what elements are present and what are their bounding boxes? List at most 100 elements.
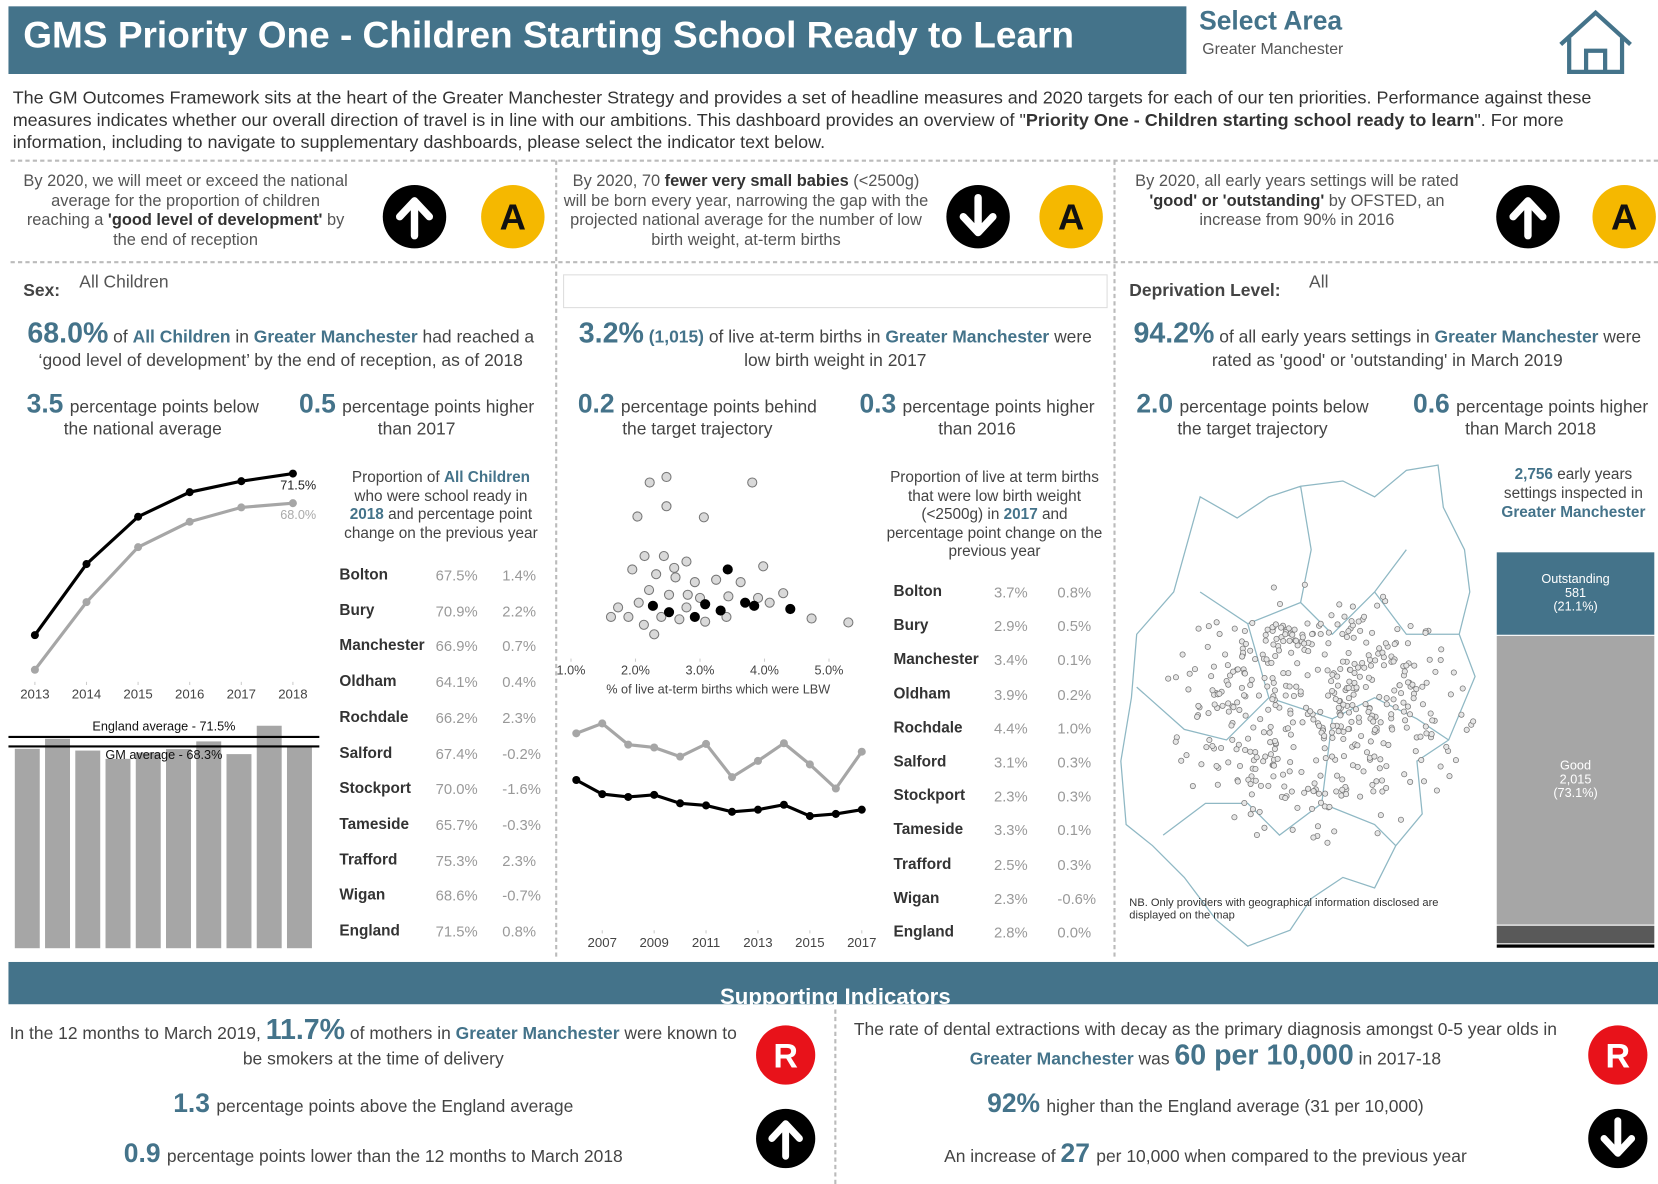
map-provider xyxy=(1410,695,1417,702)
text-part: 'good level of development' xyxy=(107,211,323,230)
select-area-label: Select Area xyxy=(1199,6,1343,36)
map-provider xyxy=(1253,754,1260,761)
segment-share: (21.1%) xyxy=(1553,600,1597,614)
map-provider xyxy=(1194,713,1201,720)
stat-text: percentage points higher than March 2018 xyxy=(1456,397,1649,439)
line-point xyxy=(753,805,762,814)
map-provider xyxy=(1248,791,1255,798)
x-tick-label: 2015 xyxy=(123,687,152,702)
map-provider xyxy=(1321,745,1328,752)
map-provider xyxy=(1289,826,1296,833)
arrow-shape xyxy=(1509,197,1547,240)
text-part: In the 12 months to March 2019, xyxy=(9,1024,266,1044)
bar xyxy=(45,738,70,949)
support-headline[interactable]: The rate of dental extractions with deca… xyxy=(846,1017,1565,1072)
map-provider xyxy=(1282,692,1289,699)
map-provider xyxy=(1343,791,1350,798)
map-provider xyxy=(1324,667,1331,674)
map-provider xyxy=(1241,627,1248,634)
arrow-shape xyxy=(768,1120,803,1160)
line-point xyxy=(185,488,194,497)
map-provider xyxy=(1376,765,1383,772)
map-provider xyxy=(1339,658,1346,665)
map-provider xyxy=(1231,625,1238,632)
stat-text: percentage points above the England aver… xyxy=(216,1097,574,1117)
map-provider xyxy=(1286,637,1293,644)
x-tick-label: 2007 xyxy=(588,935,617,950)
headline[interactable]: 68.0% of All Children in Greater Manches… xyxy=(19,319,542,372)
intro-text[interactable]: The GM Outcomes Framework sits at the he… xyxy=(13,87,1658,154)
text-part: By 2020, all early years settings will b… xyxy=(1135,172,1459,191)
text-part: and percentage point change on the previ… xyxy=(344,506,538,542)
line-point xyxy=(598,790,607,799)
target-text[interactable]: By 2020, we will meet or exceed the nati… xyxy=(19,172,352,250)
map-provider xyxy=(1367,738,1374,745)
map-provider xyxy=(1228,722,1235,729)
map-provider xyxy=(1287,759,1294,766)
map-provider xyxy=(1350,634,1357,641)
text-part: 2017 xyxy=(1003,506,1038,524)
target-text[interactable]: By 2020, all early years settings will b… xyxy=(1121,172,1473,231)
map-provider xyxy=(1241,692,1248,699)
line-point xyxy=(779,739,788,748)
map-provider xyxy=(1271,738,1279,745)
map-provider xyxy=(1304,672,1311,679)
map-provider xyxy=(1195,625,1202,632)
map-provider xyxy=(1255,692,1262,699)
line-point xyxy=(727,773,737,782)
map-provider xyxy=(1322,755,1329,762)
text-part: All Children xyxy=(443,469,530,487)
text-part: by OFSTED, an increase from 90% in 2016 xyxy=(1199,191,1445,230)
map-provider xyxy=(1224,662,1231,669)
map-provider xyxy=(1362,683,1369,691)
table-change: -0.6% xyxy=(1057,889,1097,907)
map-provider xyxy=(1354,763,1361,770)
map-provider xyxy=(1314,823,1321,830)
target-text[interactable]: By 2020, 70 fewer very small babies (<25… xyxy=(564,172,929,250)
table-value: 4.4% xyxy=(993,719,1028,737)
map-provider xyxy=(1297,688,1304,695)
headline[interactable]: 3.2% (1,015) of live at-term births in G… xyxy=(566,319,1105,372)
table-value: 66.2% xyxy=(435,709,478,727)
area-selector[interactable]: Greater Manchester xyxy=(1202,40,1344,59)
map-provider xyxy=(1347,666,1354,673)
line-point xyxy=(237,477,246,486)
support-headline[interactable]: In the 12 months to March 2019, 11.7% of… xyxy=(8,1013,738,1072)
map-provider xyxy=(1310,716,1317,723)
map-provider xyxy=(1225,681,1232,688)
stat: 0.2 percentage points behind the target t… xyxy=(568,391,827,441)
filter-box[interactable] xyxy=(563,274,1108,309)
rating-circle xyxy=(481,184,545,249)
map-provider xyxy=(1238,684,1245,691)
stat-value: 0.5 xyxy=(299,389,336,419)
x-tick-label: 4.0% xyxy=(750,663,779,677)
filter-value[interactable]: All xyxy=(1309,272,1329,292)
x-tick-label: 2013 xyxy=(20,687,49,702)
text-part: 11.7% xyxy=(265,1013,346,1046)
rating-circle xyxy=(1039,184,1103,249)
table-value: 75.3% xyxy=(435,851,478,869)
map-provider xyxy=(1337,666,1344,673)
map-provider xyxy=(1274,755,1281,762)
table-row-name: Wigan xyxy=(893,889,940,907)
stack-segment xyxy=(1495,551,1656,636)
rating-circle xyxy=(1592,184,1656,249)
map-provider xyxy=(1317,772,1324,779)
map-provider xyxy=(1380,593,1387,600)
filter-label: Sex: xyxy=(23,281,61,301)
map-provider xyxy=(1264,626,1271,633)
map-provider xyxy=(1189,783,1196,790)
text-part: who were school ready in xyxy=(354,487,528,505)
home-icon[interactable] xyxy=(1559,9,1632,74)
text-part: early years settings inspected in xyxy=(1503,466,1643,503)
headline[interactable]: 94.2% of all early years settings in Gre… xyxy=(1123,319,1652,372)
map-provider xyxy=(1321,651,1328,658)
map-provider xyxy=(1391,641,1398,648)
stat: 0.6 percentage points higher than March 2… xyxy=(1401,391,1658,441)
map-provider xyxy=(1315,790,1323,797)
filter-value[interactable]: All Children xyxy=(79,272,169,292)
map-provider xyxy=(1309,805,1316,812)
line-point xyxy=(857,805,866,814)
map-provider xyxy=(1261,824,1268,831)
map-provider xyxy=(1346,709,1353,716)
